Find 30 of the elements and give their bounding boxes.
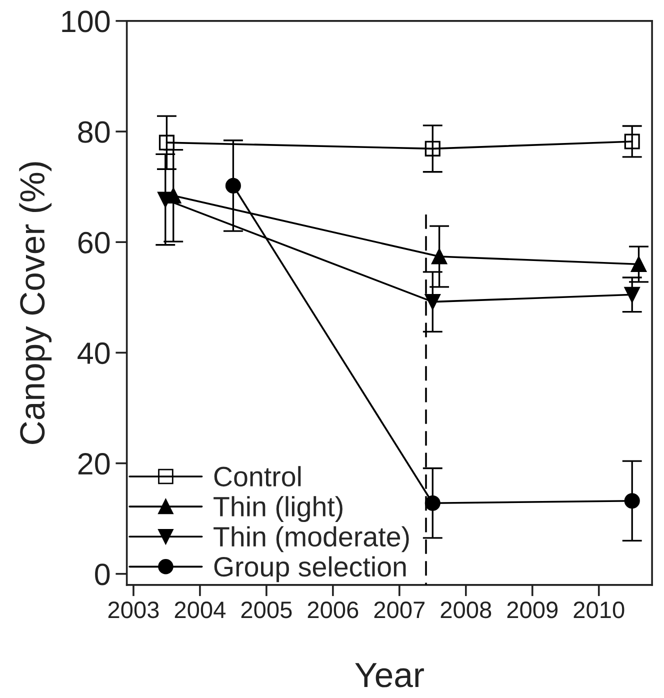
point bbox=[424, 294, 440, 310]
legend-label: Thin (moderate) bbox=[214, 526, 409, 552]
y-tick-label: 0 bbox=[95, 564, 110, 586]
point bbox=[225, 178, 241, 194]
legend-label: Group selection bbox=[214, 556, 406, 582]
point bbox=[630, 256, 647, 272]
x-tick-label: 2010 bbox=[574, 602, 624, 618]
point bbox=[424, 495, 440, 511]
x-tick-label: 2005 bbox=[241, 602, 292, 618]
y-axis-title: Canopy Cover (%) bbox=[19, 162, 52, 444]
x-tick-label: 2008 bbox=[440, 602, 492, 618]
legend-label: Thin (light) bbox=[214, 496, 342, 522]
x-axis-title: Year bbox=[355, 663, 424, 688]
y-tick-label: 20 bbox=[78, 453, 110, 475]
y-tick-label: 100 bbox=[62, 10, 110, 32]
x-tick-label: 2006 bbox=[308, 602, 358, 618]
x-tick-label: 2003 bbox=[108, 602, 159, 618]
point bbox=[624, 286, 640, 302]
point bbox=[432, 248, 448, 264]
point bbox=[158, 134, 174, 150]
y-tick-label: 60 bbox=[78, 232, 110, 254]
legend-label: Control bbox=[214, 466, 301, 486]
y-tick-label: 40 bbox=[78, 342, 110, 364]
y-tick-label: 80 bbox=[78, 121, 110, 143]
point bbox=[624, 493, 640, 509]
point bbox=[424, 140, 440, 156]
point bbox=[624, 134, 640, 150]
x-tick-label: 2009 bbox=[507, 602, 558, 618]
x-tick-label: 2004 bbox=[174, 602, 226, 618]
x-tick-label: 2007 bbox=[374, 602, 424, 618]
